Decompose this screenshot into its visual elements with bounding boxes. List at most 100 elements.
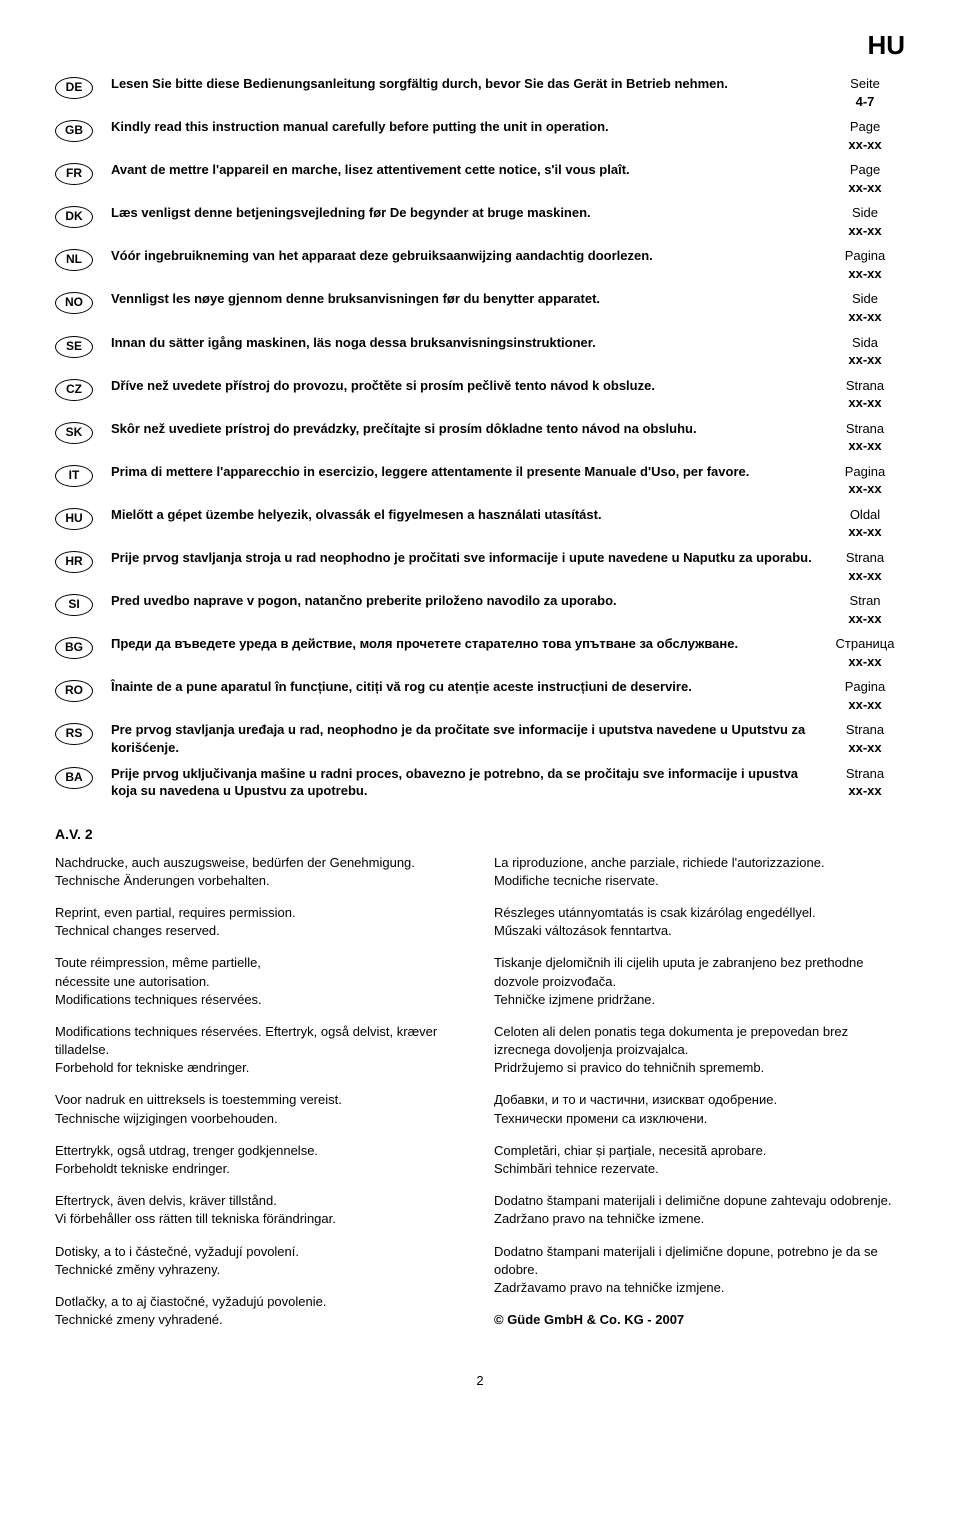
language-row: ITPrima di mettere l'apparecchio in eser… [55, 459, 905, 502]
language-code-cell: SE [55, 330, 107, 373]
language-page-ref: Sidexx-xx [825, 200, 905, 243]
language-row: BG Преди да въведете уреда в действие, мо… [55, 631, 905, 674]
language-code-badge: SK [55, 422, 93, 444]
language-code-cell: DE [55, 71, 107, 114]
document-code: HU [55, 30, 905, 61]
page-label: Page [825, 118, 905, 136]
language-page-ref: Paginaxx-xx [825, 674, 905, 717]
page-label: Oldal [825, 506, 905, 524]
language-page-ref: Paginaxx-xx [825, 243, 905, 286]
language-code-badge: HR [55, 551, 93, 573]
language-page-ref: Paginaxx-xx [825, 459, 905, 502]
language-instruction-text: Преди да въведете уреда в действие, моля… [107, 631, 825, 674]
language-code-badge: NO [55, 292, 93, 314]
page-range: xx-xx [825, 480, 905, 498]
language-page-ref: Stranaxx-xx [825, 717, 905, 760]
language-page-ref: Seite4-7 [825, 71, 905, 114]
language-page-ref: Stranxx-xx [825, 588, 905, 631]
legal-note: La riproduzione, anche parziale, richied… [494, 854, 905, 890]
language-code-cell: BG [55, 631, 107, 674]
legal-note: Részleges utánnyomtatás is csak kizáróla… [494, 904, 905, 940]
language-code-badge: DK [55, 206, 93, 228]
page-range: xx-xx [825, 567, 905, 585]
page-label: Sida [825, 334, 905, 352]
page-label: Strana [825, 765, 905, 783]
legal-note: Toute réimpression, même partielle, néce… [55, 954, 466, 1009]
language-code-badge: HU [55, 508, 93, 530]
language-code-cell: NO [55, 286, 107, 329]
language-code-cell: HR [55, 545, 107, 588]
page-label: Strana [825, 721, 905, 739]
page-range: xx-xx [825, 308, 905, 326]
legal-note: Dodatno štampani materijali i delimične … [494, 1192, 905, 1228]
language-page-ref: Sidaxx-xx [825, 330, 905, 373]
page-range: xx-xx [825, 653, 905, 671]
language-row: GBKindly read this instruction manual ca… [55, 114, 905, 157]
legal-notes-right: La riproduzione, anche parziale, richied… [494, 854, 905, 1344]
legal-note: Tiskanje djelomičnih ili cijelih uputa j… [494, 954, 905, 1009]
language-page-ref: Pagexx-xx [825, 114, 905, 157]
legal-note: Modifications techniques réservées. Efte… [55, 1023, 466, 1078]
language-code-badge: BA [55, 767, 93, 789]
language-code-badge: SI [55, 594, 93, 616]
page-range: xx-xx [825, 351, 905, 369]
page-range: xx-xx [825, 437, 905, 455]
language-row: NO Vennligst les nøye gjennom denne bruks… [55, 286, 905, 329]
language-code-cell: IT [55, 459, 107, 502]
language-instruction-text: Pred uvedbo naprave v pogon, natančno pr… [107, 588, 825, 631]
language-row: ROÎnainte de a pune aparatul în funcțiun… [55, 674, 905, 717]
language-instruction-text: Vennligst les nøye gjennom denne bruksan… [107, 286, 825, 329]
language-code-badge: BG [55, 637, 93, 659]
page-range: xx-xx [825, 610, 905, 628]
legal-note: Nachdrucke, auch auszugsweise, bedürfen … [55, 854, 466, 890]
page-range: xx-xx [825, 696, 905, 714]
language-instruction-text: Innan du sätter igång maskinen, läs noga… [107, 330, 825, 373]
language-row: RSPre prvog stavljanja uređaja u rad, ne… [55, 717, 905, 760]
page-label: Pagina [825, 678, 905, 696]
page-label: Side [825, 290, 905, 308]
language-code-cell: RS [55, 717, 107, 760]
page-label: Strana [825, 377, 905, 395]
language-instruction-text: Pre prvog stavljanja uređaja u rad, neop… [107, 717, 825, 760]
language-instruction-text: Lesen Sie bitte diese Bedienungsanleitun… [107, 71, 825, 114]
language-row: SI Pred uvedbo naprave v pogon, natančno … [55, 588, 905, 631]
language-instruction-text: Vóór ingebruikneming van het apparaat de… [107, 243, 825, 286]
legal-note: Добавки, и то и частични, изискват одобр… [494, 1091, 905, 1127]
language-page-ref: Stranaxx-xx [825, 761, 905, 804]
language-page-ref: Stranaxx-xx [825, 373, 905, 416]
legal-notes: Nachdrucke, auch auszugsweise, bedürfen … [55, 854, 905, 1344]
language-instruction-text: Prije prvog stavljanja stroja u rad neop… [107, 545, 825, 588]
legal-note: Ettertrykk, også utdrag, trenger godkjen… [55, 1142, 466, 1178]
page-label: Stran [825, 592, 905, 610]
language-instruction-text: Avant de mettre l'appareil en marche, li… [107, 157, 825, 200]
language-code-cell: GB [55, 114, 107, 157]
legal-note: Dotlačky, a to aj čiastočné, vyžadujú po… [55, 1293, 466, 1329]
language-row: HR Prije prvog stavljanja stroja u rad ne… [55, 545, 905, 588]
version-label: A.V. 2 [55, 826, 905, 842]
page-range: xx-xx [825, 394, 905, 412]
language-code-cell: NL [55, 243, 107, 286]
language-row: NLVóór ingebruikneming van het apparaat … [55, 243, 905, 286]
page-range: xx-xx [825, 222, 905, 240]
page-number: 2 [55, 1373, 905, 1388]
page-label: Strana [825, 420, 905, 438]
page-label: Strana [825, 549, 905, 567]
language-row: SK Skôr než uvediete prístroj do prevádzk… [55, 416, 905, 459]
page-range: xx-xx [825, 523, 905, 541]
page-range: xx-xx [825, 265, 905, 283]
legal-note: Eftertryck, även delvis, kräver tillstån… [55, 1192, 466, 1228]
page-range: 4-7 [825, 93, 905, 111]
page-label: Страница [825, 635, 905, 653]
language-instruction-text: Skôr než uvediete prístroj do prevádzky,… [107, 416, 825, 459]
legal-note: Completări, chiar și parțiale, necesită … [494, 1142, 905, 1178]
page-label: Pagina [825, 463, 905, 481]
language-code-badge: IT [55, 465, 93, 487]
language-code-badge: FR [55, 163, 93, 185]
page-range: xx-xx [825, 739, 905, 757]
language-instruction-table: DE Lesen Sie bitte diese Bedienungsanleit… [55, 71, 905, 804]
language-page-ref: Страницаxx-xx [825, 631, 905, 674]
language-row: SEInnan du sätter igång maskinen, läs no… [55, 330, 905, 373]
language-instruction-text: Kindly read this instruction manual care… [107, 114, 825, 157]
language-instruction-text: Læs venligst denne betjeningsvejledning … [107, 200, 825, 243]
language-code-badge: DE [55, 77, 93, 99]
